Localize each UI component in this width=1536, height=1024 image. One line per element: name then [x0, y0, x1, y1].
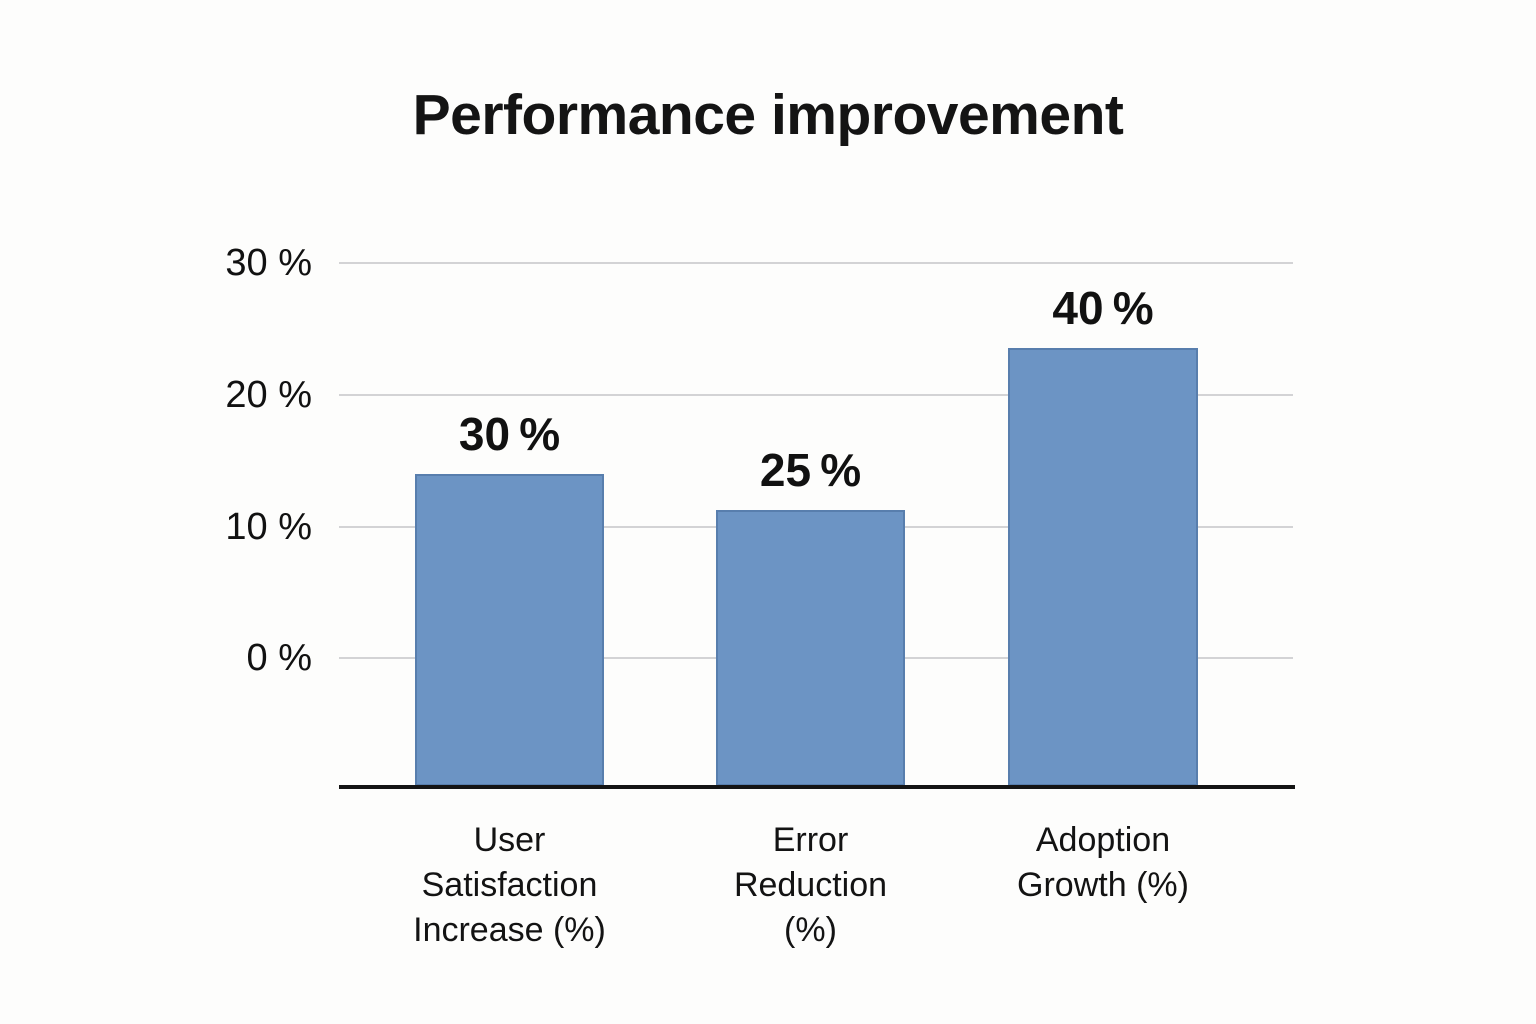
- bar-value-label: 40 %: [1052, 282, 1154, 334]
- y-axis-tick-label: 20 %: [225, 374, 312, 416]
- bar-group-error-reduction: 25 % Error Reduction (%): [716, 0, 905, 1024]
- bar-value-label: 30 %: [458, 408, 561, 460]
- chart-title: Performance improvement: [412, 83, 1124, 147]
- x-axis-category-label: Adoption Growth (%): [1017, 821, 1189, 904]
- bar-group-adoption-growth: 40 % Adoption Growth (%): [1008, 0, 1198, 1024]
- y-axis-tick-label: 30 %: [225, 242, 312, 284]
- bar-adoption-growth: [1008, 348, 1198, 786]
- y-axis-tick-label: 10 %: [225, 506, 312, 548]
- gridline-30: [339, 262, 1293, 264]
- bar-value-label: 25 %: [759, 444, 862, 496]
- bar-group-user-satisfaction: 30 % User Satisfaction Increase (%): [413, 0, 606, 1024]
- x-axis-baseline: [339, 785, 1295, 789]
- x-axis-category-label: User Satisfaction Increase (%): [413, 821, 606, 949]
- x-axis-category-label: Error Reduction (%): [733, 821, 888, 949]
- bar-error-reduction: [716, 510, 905, 786]
- y-axis-tick-label: 0 %: [246, 637, 312, 679]
- bar-user-satisfaction: [415, 474, 604, 786]
- gridline-20: [339, 394, 1293, 396]
